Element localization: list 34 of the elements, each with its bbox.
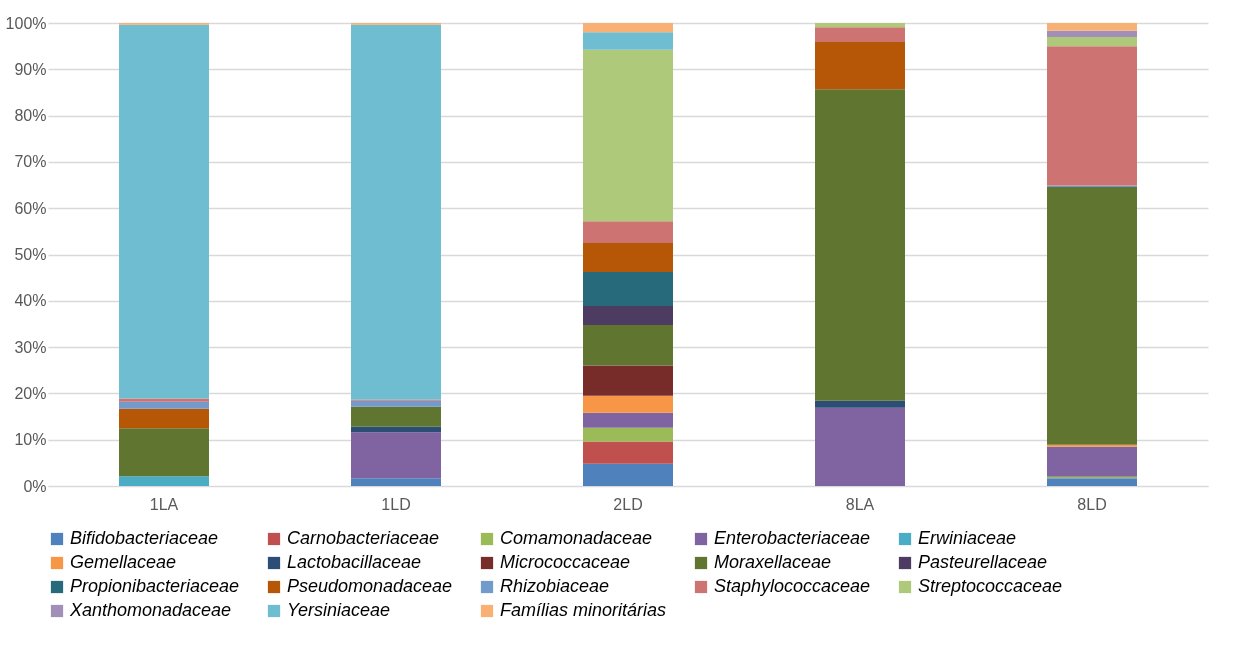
y-tick-label: 60% (14, 199, 47, 217)
legend-label: Rhizobiaceae (500, 576, 610, 596)
legend-label: Micrococcaceae (500, 552, 631, 572)
legend-label: Lactobacillaceae (287, 552, 422, 572)
legend-label: Staphylococcaceae (714, 576, 871, 596)
legend-label: Bifidobacteriaceae (70, 528, 219, 548)
legend-label: Streptococcaceae (918, 576, 1063, 596)
y-tick-label: 20% (14, 384, 47, 402)
y-tick-label: 0% (23, 477, 47, 495)
legend-label: Famílias minoritárias (500, 600, 667, 620)
legend-label: Pseudomonadaceae (287, 576, 453, 596)
x-tick-label: 8LA (845, 495, 875, 513)
legend-label: Comamonadaceae (500, 528, 653, 548)
y-tick-label: 10% (14, 431, 47, 449)
legend-label: Pasteurellaceae (918, 552, 1048, 572)
legend-label: Enterobacteriaceae (714, 528, 871, 548)
x-tick-label: 2LD (613, 495, 643, 513)
y-tick-label: 80% (14, 107, 47, 125)
y-tick-label: 70% (14, 153, 47, 171)
x-tick-label: 8LD (1077, 495, 1107, 513)
y-tick-label: 100% (5, 14, 47, 32)
legend-label: Propionibacteriaceae (70, 576, 240, 596)
legend-label: Gemellaceae (70, 552, 177, 572)
legend-label: Yersiniaceae (287, 600, 391, 620)
y-tick-label: 90% (14, 60, 47, 78)
x-tick-label: 1LA (149, 495, 179, 513)
y-tick-label: 40% (14, 292, 47, 310)
legend-label: Moraxellaceae (714, 552, 832, 572)
legend-label: Erwiniaceae (918, 528, 1017, 548)
legend-label: Xanthomonadaceae (69, 600, 232, 620)
y-tick-label: 50% (14, 246, 47, 263)
y-tick-label: 30% (14, 338, 47, 356)
legend-label: Carnobacteriaceae (287, 528, 440, 548)
x-tick-label: 1LD (381, 495, 411, 513)
